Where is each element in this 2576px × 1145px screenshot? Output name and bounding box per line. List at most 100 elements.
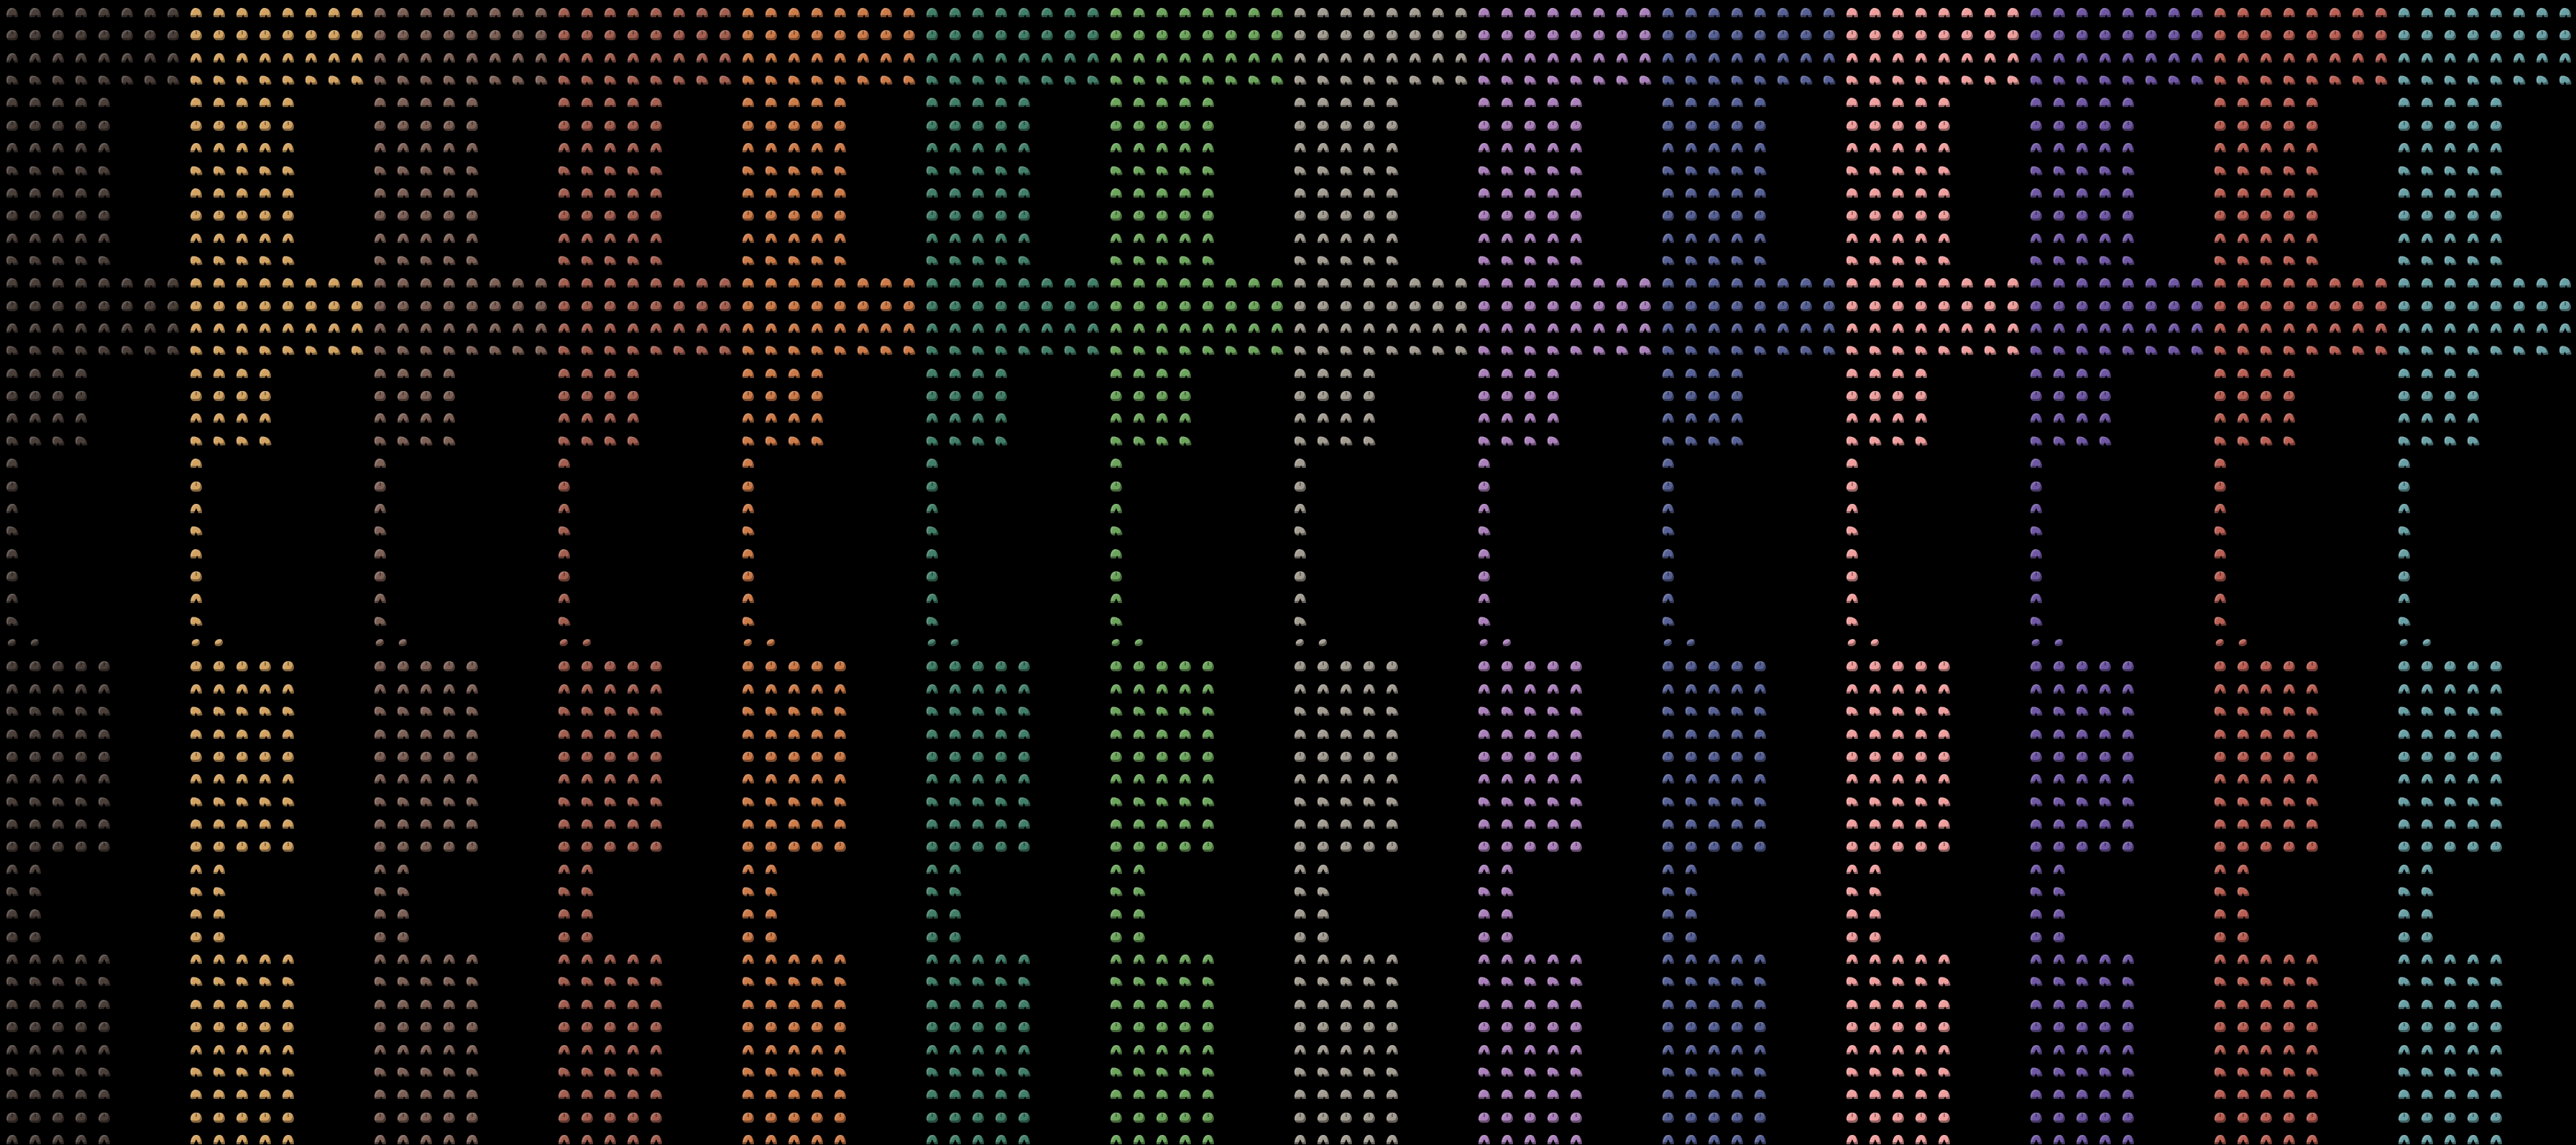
hair-sprite [190, 1090, 202, 1100]
hair-sprite [627, 842, 639, 852]
hair-sprite [1478, 300, 1490, 311]
hair-sprite [995, 211, 1007, 221]
hair-sprite [6, 481, 18, 492]
hair-sprite [995, 391, 1007, 402]
hair-sprite [190, 233, 202, 243]
hair-sprite [98, 774, 110, 784]
hair-sprite [742, 729, 754, 739]
hair-sprite [75, 1022, 87, 1033]
hair-sprite [2053, 391, 2065, 402]
hair-sprite [834, 211, 846, 221]
hair-sprite [2076, 120, 2088, 131]
hair-sprite [2444, 661, 2456, 672]
hair-sprite [75, 999, 87, 1009]
hair-sprite [558, 345, 571, 357]
hair-sprite [558, 211, 570, 221]
hair-sprite [788, 999, 800, 1009]
hair-sprite [765, 1022, 777, 1033]
hair-sprite [880, 75, 893, 86]
hair-sprite [29, 684, 41, 694]
hair-sprite [558, 278, 570, 288]
hair-sprite [52, 52, 64, 63]
hair-sprite [2399, 638, 2409, 647]
hair-sprite [2306, 999, 2318, 1009]
hair-sprite [2099, 684, 2111, 694]
hair-sprite [558, 976, 571, 988]
hair-sprite [1846, 955, 1858, 965]
hair-sprite [1524, 999, 1536, 1009]
hair-sprite [1179, 976, 1192, 988]
hair-sprite [1938, 211, 1950, 221]
hair-sprite [1547, 842, 1559, 852]
hair-sprite [1478, 706, 1491, 717]
hair-sprite [1018, 165, 1031, 176]
hair-sprite [1685, 999, 1697, 1009]
hair-sprite [834, 706, 847, 717]
hair-sprite [2076, 661, 2088, 672]
hair-sprite [2283, 684, 2295, 694]
hair-sprite [2030, 345, 2043, 357]
hair-sprite [1501, 864, 1513, 874]
hair-sprite [1133, 1067, 1146, 1077]
hair-sprite [1317, 211, 1329, 221]
hair-sprite [328, 278, 340, 288]
hair-sprite [995, 1090, 1007, 1100]
hair-sprite [1685, 233, 1697, 243]
hair-sprite [1524, 1090, 1536, 1100]
hair-sprite [650, 255, 663, 266]
hair-sprite [1018, 1112, 1030, 1123]
hair-sprite [1570, 75, 1583, 86]
hair-sprite [121, 323, 133, 334]
hair-sprite [1133, 1112, 1145, 1123]
hair-sprite [98, 8, 110, 17]
hair-sprite [1202, 1044, 1214, 1054]
hair-sprite [857, 52, 869, 63]
hair-sprite [1363, 278, 1375, 288]
hair-sprite [581, 1022, 593, 1033]
hair-sprite [1547, 368, 1559, 378]
hair-sprite [374, 459, 386, 469]
hair-sprite [52, 976, 65, 988]
hair-sprite [236, 1067, 249, 1077]
hair-sprite [1685, 1090, 1697, 1100]
hair-sprite [765, 886, 778, 897]
hair-sprite [2053, 52, 2065, 63]
hair-sprite [1110, 233, 1122, 243]
hair-sprite [1547, 30, 1559, 41]
hair-sprite [2283, 143, 2295, 153]
hair-sprite [1892, 413, 1904, 423]
hair-sprite [1892, 300, 1904, 311]
hair-sprite [1386, 796, 1399, 807]
hair-sprite [1110, 684, 1122, 694]
hair-sprite [972, 706, 985, 717]
hair-sprite [2398, 255, 2411, 266]
hair-sprite [742, 211, 754, 221]
hair-sprite [29, 1135, 41, 1144]
hair-sprite [374, 774, 386, 784]
hair-sprite [1156, 211, 1168, 221]
hair-sprite [1179, 98, 1191, 108]
hair-sprite [1432, 278, 1444, 288]
hair-sprite [1501, 368, 1513, 378]
hair-sprite [788, 796, 801, 807]
hair-sprite [374, 188, 386, 198]
hair-sprite [2237, 165, 2250, 176]
hair-sprite [374, 1112, 386, 1123]
hair-sprite [466, 143, 478, 153]
hair-sprite [1317, 1067, 1330, 1077]
hair-sprite [949, 323, 961, 334]
hair-sprite [1869, 751, 1881, 762]
hair-sprite [443, 774, 455, 784]
hair-sprite [765, 188, 777, 198]
hair-sprite [1570, 842, 1582, 852]
hair-sprite [2421, 52, 2433, 63]
hair-sprite [558, 1022, 570, 1033]
hair-sprite [696, 8, 708, 17]
hair-sprite [581, 1135, 593, 1144]
hair-sprite [765, 120, 777, 131]
hair-sprite [213, 255, 226, 266]
hair-sprite [466, 1067, 479, 1077]
hair-sprite [2490, 1135, 2502, 1144]
hair-sprite [926, 774, 938, 784]
hair-sprite [765, 661, 777, 672]
